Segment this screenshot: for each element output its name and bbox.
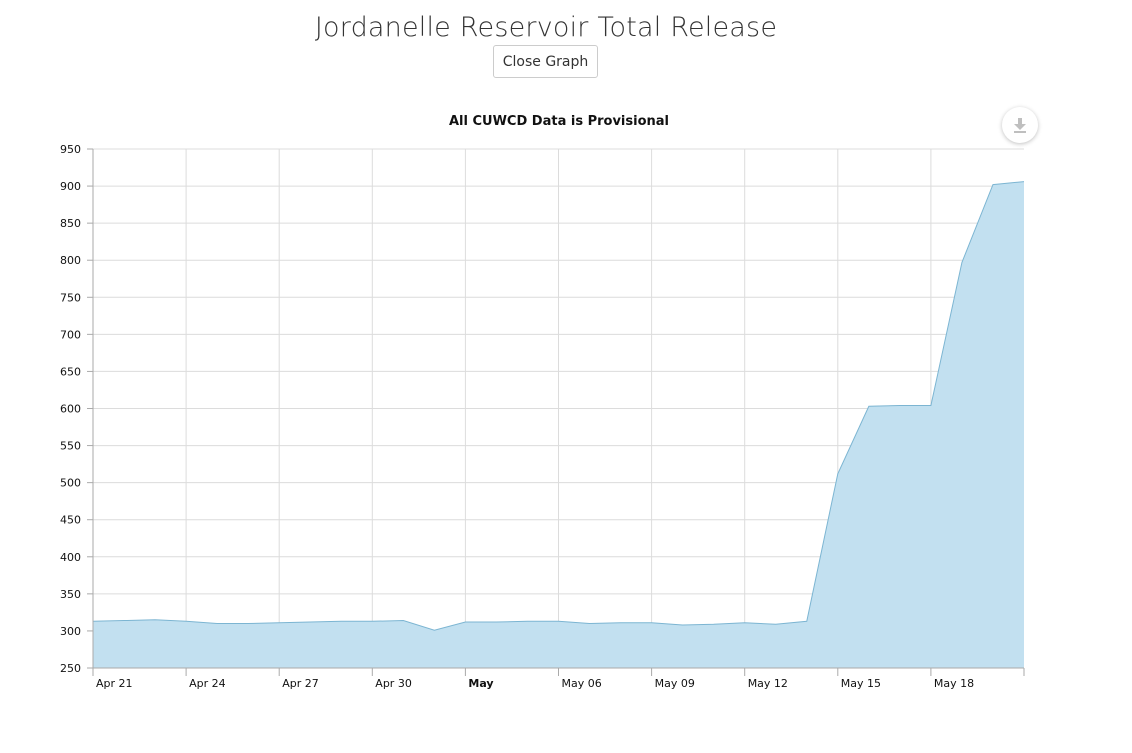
page-title: Jordanelle Reservoir Total Release	[314, 12, 778, 43]
y-tick-label: 750	[60, 291, 81, 304]
y-tick-label: 700	[60, 328, 81, 341]
y-tick-label: 600	[60, 403, 81, 416]
chart-title: All CUWCD Data is Provisional	[449, 114, 669, 129]
close-graph-button[interactable]: Close Graph	[493, 45, 598, 78]
y-tick-label: 800	[60, 254, 81, 267]
series-area	[92, 181, 1025, 668]
y-tick-label: 550	[60, 440, 81, 453]
y-tick-label: 950	[60, 143, 81, 156]
x-tick-label: Apr 24	[189, 677, 226, 690]
y-tick-label: 450	[60, 514, 81, 527]
x-tick-label: May 15	[841, 677, 881, 690]
area-chart: All CUWCD Data is Provisional 250 300 350 4…	[60, 114, 1025, 690]
area-fill	[93, 181, 1024, 668]
y-tick-label: 300	[60, 625, 81, 638]
y-tick-label: 350	[60, 588, 81, 601]
x-tick-label: May 12	[748, 677, 788, 690]
x-tick-label: Apr 27	[282, 677, 319, 690]
y-tick-label: 250	[60, 662, 81, 675]
x-tick-label: Apr 30	[375, 677, 412, 690]
x-tick-label: May 09	[655, 677, 695, 690]
chart-container: All CUWCD Data is Provisional 250 300 350 4…	[0, 95, 1132, 725]
axes	[87, 148, 1025, 676]
x-tick-label: May	[468, 677, 493, 690]
y-tick-label: 500	[60, 477, 81, 490]
x-tick-label: May 06	[562, 677, 602, 690]
export-menu-button[interactable]	[1002, 107, 1038, 143]
y-tick-label: 650	[60, 365, 81, 378]
tick-labels: 250 300 350 400 450 500 550 600 650 700 750 800 850 9…	[60, 143, 974, 690]
x-tick-label: May 18	[934, 677, 974, 690]
x-tick-label: Apr 21	[96, 677, 133, 690]
y-tick-label: 400	[60, 551, 81, 564]
download-icon	[1014, 118, 1026, 133]
y-tick-label: 850	[60, 217, 81, 230]
y-tick-label: 900	[60, 180, 81, 193]
